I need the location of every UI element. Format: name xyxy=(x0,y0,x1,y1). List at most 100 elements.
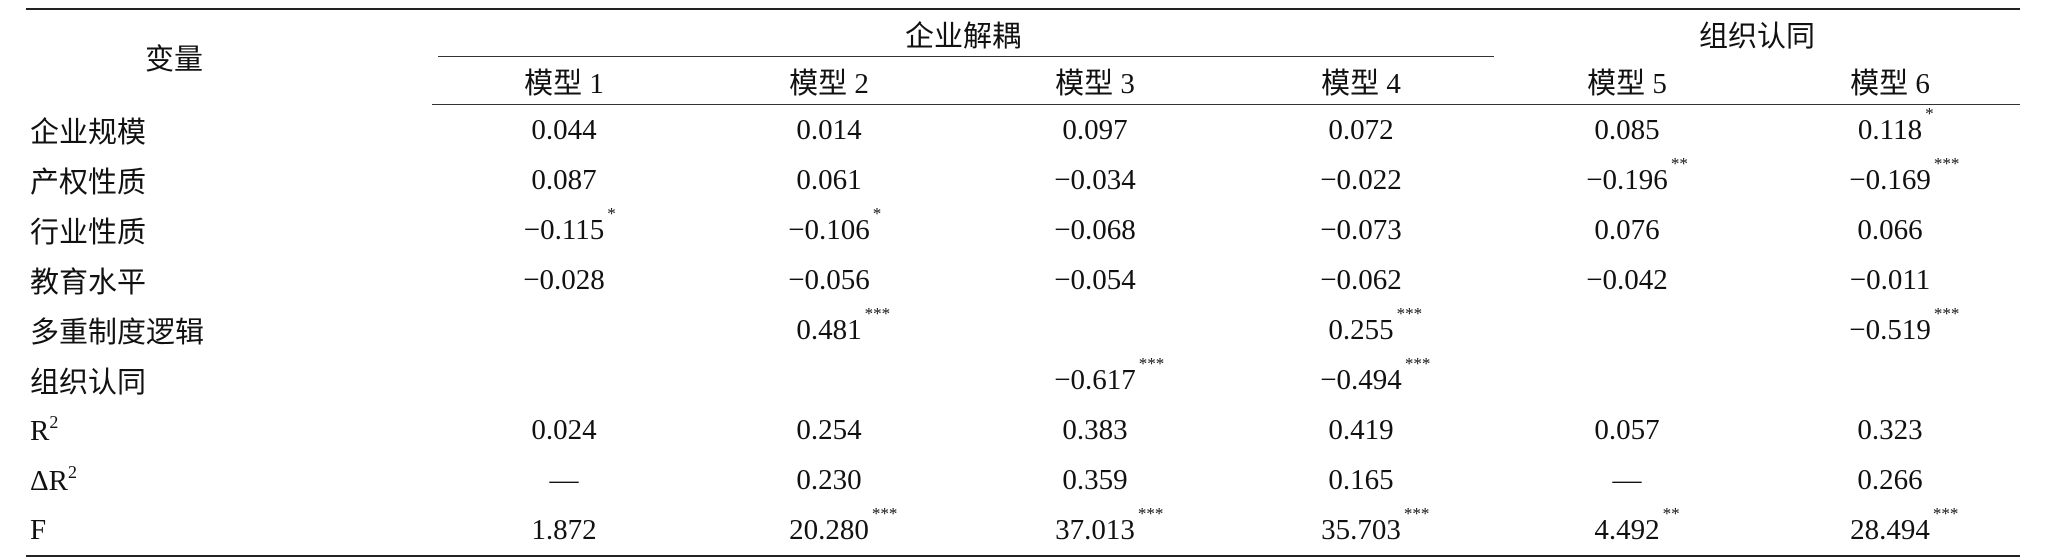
significance: *** xyxy=(864,303,891,323)
row-label-text: 多重制度逻辑 xyxy=(30,317,205,349)
cell-value: 0.057 xyxy=(1594,413,1660,446)
row-label: ΔR2 xyxy=(26,455,432,505)
cell-value: −0.054 xyxy=(1054,263,1136,296)
table-cell: 0.044 xyxy=(432,105,696,156)
significance: *** xyxy=(1137,503,1164,523)
table-cell: 0.118 * xyxy=(1760,103,2020,156)
table-cell: −0.073 xyxy=(1228,205,1494,255)
table-cell: −0.054 xyxy=(962,255,1228,305)
significance: * xyxy=(607,203,616,223)
table-cell: −0.062 xyxy=(1228,255,1494,305)
cell-value: 0.323 xyxy=(1857,413,1923,446)
significance: *** xyxy=(1404,353,1431,373)
cell-value: — xyxy=(1612,463,1642,496)
cell-value: 0.359 xyxy=(1062,463,1128,496)
table-cell: 0.061 xyxy=(696,155,962,205)
cell-value: 37.013 *** xyxy=(1055,503,1164,546)
significance: *** xyxy=(1933,153,1960,173)
cell-value: 0.014 xyxy=(796,113,862,146)
row-label: 产权性质 xyxy=(26,155,432,205)
table-cell: 0.266 xyxy=(1760,455,2020,505)
row-label: 组织认同 xyxy=(26,355,432,405)
group-header: 组织认同 xyxy=(1699,20,1816,53)
cell-value: 0.165 xyxy=(1328,463,1394,496)
cell-value: −0.011 xyxy=(1849,263,1931,296)
table-cell: 0.072 xyxy=(1228,105,1494,156)
table-cell: — xyxy=(432,455,696,505)
model-label: 模型 2 xyxy=(789,67,869,100)
significance: *** xyxy=(1138,353,1165,373)
table-row: R2 0.024 0.254 0.383 0.419 0.057 0.323 xyxy=(26,405,2020,455)
table-body: 企业规模 0.044 0.014 0.097 0.072 0.085 0.118 * 产权性质 0… xyxy=(26,103,2020,557)
table-cell: 0.323 xyxy=(1760,405,2020,455)
table-cell: −0.106 * xyxy=(696,203,962,255)
model-header: 模型 3 xyxy=(962,57,1228,105)
significance: ** xyxy=(1662,503,1680,523)
cell-value: −0.028 xyxy=(523,263,605,296)
cell-value: 0.087 xyxy=(531,163,597,196)
row-label: R2 xyxy=(26,405,432,455)
table-cell: 20.280 *** xyxy=(696,503,962,556)
header-row: 变量 企业解耦 组织认同 xyxy=(26,9,2020,77)
cell-value: −0.068 xyxy=(1054,213,1136,246)
cell-value: 35.703 *** xyxy=(1321,503,1430,546)
significance: *** xyxy=(1396,303,1423,323)
table-cell: 37.013 *** xyxy=(962,503,1228,556)
regression-table: 变量 企业解耦 组织认同 模型 1 模型 2 模型 3 模型 4 模型 5 模型 6 企业… xyxy=(26,8,2021,557)
table-cell: 0.014 xyxy=(696,105,962,156)
table-row: 行业性质 −0.115 * −0.106 * −0.068 −0.073 0.076 0.066 xyxy=(26,203,2020,255)
table-cell: 0.024 xyxy=(432,405,696,455)
cell-value: 0.066 xyxy=(1857,213,1923,246)
row-label-sup: 2 xyxy=(49,412,59,432)
cell-value: 4.492 ** xyxy=(1594,503,1680,546)
table-cell xyxy=(1760,355,2020,405)
significance: *** xyxy=(871,503,898,523)
row-label: 教育水平 xyxy=(26,255,432,305)
table-cell: 0.230 xyxy=(696,455,962,505)
table-row: 企业规模 0.044 0.014 0.097 0.072 0.085 0.118 * xyxy=(26,103,2020,156)
cell-value: 0.024 xyxy=(531,413,597,446)
significance: *** xyxy=(1933,303,1960,323)
cell-value: −0.022 xyxy=(1320,163,1402,196)
cell-value: −0.073 xyxy=(1320,213,1402,246)
table-cell: 0.076 xyxy=(1494,205,1760,255)
cell-value: 28.494 *** xyxy=(1850,503,1959,546)
table-row: 组织认同 −0.617 *** −0.494 *** xyxy=(26,353,2020,405)
table-cell: 0.165 xyxy=(1228,455,1494,505)
table-cell: −0.028 xyxy=(432,255,696,305)
table-cell: 0.085 xyxy=(1494,105,1760,156)
cell-value: 0.097 xyxy=(1062,113,1128,146)
table-cell: −0.196 ** xyxy=(1494,154,1760,205)
table-cell: 35.703 *** xyxy=(1228,503,1494,556)
table-cell: 0.255 *** xyxy=(1228,303,1494,355)
significance: * xyxy=(872,203,882,223)
table-cell xyxy=(1494,305,1760,355)
table-cell: −0.056 xyxy=(696,255,962,305)
cell-value: 0.266 xyxy=(1857,463,1923,496)
model-header: 模型 2 xyxy=(696,57,962,105)
group-header: 企业解耦 xyxy=(432,9,1495,57)
table-cell xyxy=(1494,355,1760,405)
significance: *** xyxy=(1403,503,1430,523)
cell-value: 0.255 *** xyxy=(1328,303,1423,346)
row-label-text: 行业性质 xyxy=(30,217,147,249)
cell-value: 0.044 xyxy=(531,113,597,146)
table-cell xyxy=(962,305,1228,355)
cell-value: 1.872 xyxy=(531,513,597,546)
cell-value: −0.056 xyxy=(788,263,870,296)
cell-value: 0.254 xyxy=(796,413,862,446)
table-row: 产权性质 0.087 0.061 −0.034 −0.022 −0.196 ** −0.169… xyxy=(26,153,2020,205)
cell-value: −0.062 xyxy=(1320,263,1402,296)
table-cell: −0.494 *** xyxy=(1228,353,1494,405)
model-label: 模型 1 xyxy=(524,67,604,100)
model-header: 模型 5 xyxy=(1494,57,1761,105)
row-label: 企业规模 xyxy=(26,105,432,156)
table-cell: 0.087 xyxy=(432,155,696,205)
cell-value: −0.169 *** xyxy=(1849,153,1960,196)
model-label: 模型 5 xyxy=(1587,67,1667,100)
table-cell: −0.042 xyxy=(1494,255,1760,305)
model-label: 模型 6 xyxy=(1850,67,1930,100)
significance: * xyxy=(1925,103,1934,123)
cell-value: 0.383 xyxy=(1062,413,1128,446)
table-header: 变量 企业解耦 组织认同 模型 1 模型 2 模型 3 模型 4 模型 5 模型 6 xyxy=(26,9,2021,105)
